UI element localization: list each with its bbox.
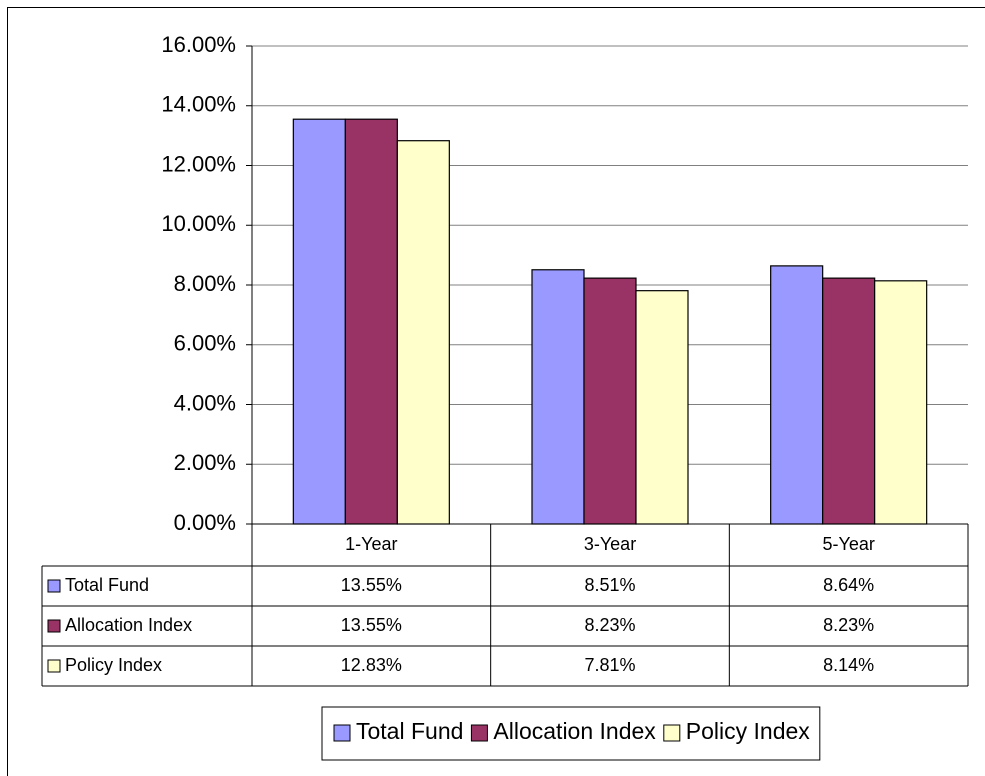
legend-label: Policy Index: [686, 718, 811, 744]
y-tick-label: 6.00%: [174, 331, 236, 356]
table-value: 13.55%: [341, 575, 402, 595]
table-value: 12.83%: [341, 655, 402, 675]
bar: [531, 269, 585, 525]
x-tick-label: 3-Year: [584, 534, 636, 554]
table-value: 13.55%: [341, 615, 402, 635]
legend-label: Allocation Index: [493, 718, 656, 744]
table-value: 8.51%: [584, 575, 635, 595]
table-legend-key: [47, 659, 61, 673]
y-tick-label: 0.00%: [174, 510, 236, 535]
y-tick-label: 2.00%: [174, 450, 236, 475]
table-value: 7.81%: [584, 655, 635, 675]
bar: [635, 290, 689, 525]
legend-key: [333, 724, 351, 742]
legend-box: [321, 706, 821, 761]
y-tick-label: 16.00%: [161, 32, 236, 57]
table-legend-key: [47, 619, 61, 633]
y-tick-label: 14.00%: [161, 92, 236, 117]
legend-key: [663, 724, 681, 742]
bar: [583, 277, 637, 525]
legend-key: [470, 724, 488, 742]
bar: [874, 280, 928, 525]
table-value: 8.23%: [823, 615, 874, 635]
bar: [344, 118, 398, 525]
table-value: 8.64%: [823, 575, 874, 595]
table-series-name: Allocation Index: [65, 615, 192, 635]
bar: [396, 140, 450, 525]
x-tick-label: 1-Year: [345, 534, 397, 554]
table-legend-key: [47, 579, 61, 593]
table-value: 8.14%: [823, 655, 874, 675]
bar: [770, 265, 824, 525]
table-series-name: Total Fund: [65, 575, 149, 595]
y-tick-label: 10.00%: [161, 211, 236, 236]
bar: [822, 277, 876, 525]
legend-label: Total Fund: [356, 718, 463, 744]
y-tick-label: 4.00%: [174, 390, 236, 415]
bar: [292, 118, 346, 525]
y-tick-label: 8.00%: [174, 271, 236, 296]
x-tick-label: 5-Year: [822, 534, 874, 554]
table-value: 8.23%: [584, 615, 635, 635]
y-tick-label: 12.00%: [161, 151, 236, 176]
table-series-name: Policy Index: [65, 655, 162, 675]
